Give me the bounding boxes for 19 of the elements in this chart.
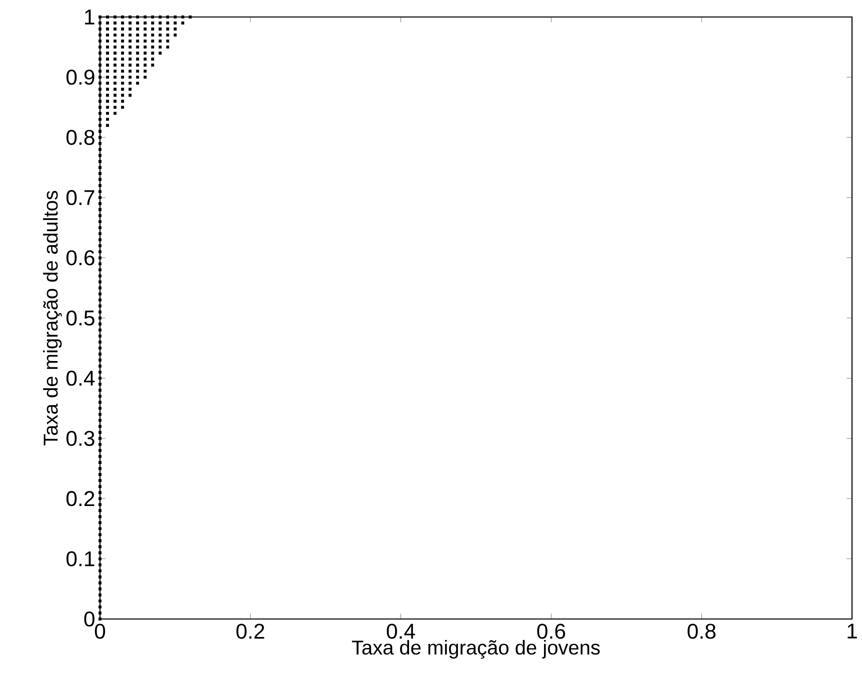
y-tick-label: 0.1 [66, 551, 94, 566]
y-tick-label: 0.7 [66, 190, 94, 206]
x-tick-label: 0.4 [386, 624, 415, 639]
y-tick-label: 0 [84, 611, 94, 627]
x-axis-title: Taxa de migração de jovens [352, 640, 600, 659]
y-tick-label: 0.2 [66, 491, 94, 506]
y-tick-label: 0.9 [66, 70, 94, 85]
x-tick-label: 0.6 [537, 624, 566, 639]
y-tick-label: 1 [85, 10, 94, 24]
x-tick-label: 1 [848, 624, 857, 638]
y-tick-label: 0.5 [66, 310, 94, 326]
x-tick-label: 0.2 [236, 624, 264, 639]
x-tick-label: 0 [94, 624, 106, 639]
y-tick-label: 0.8 [66, 130, 94, 145]
y-tick-label: 0.3 [66, 430, 94, 446]
y-tick-label: 0.4 [66, 370, 95, 386]
y-axis-title: Taxa de migração de adultos [43, 190, 62, 446]
y-tick-label: 0.6 [66, 250, 94, 266]
x-tick-label: 0.8 [688, 624, 716, 639]
